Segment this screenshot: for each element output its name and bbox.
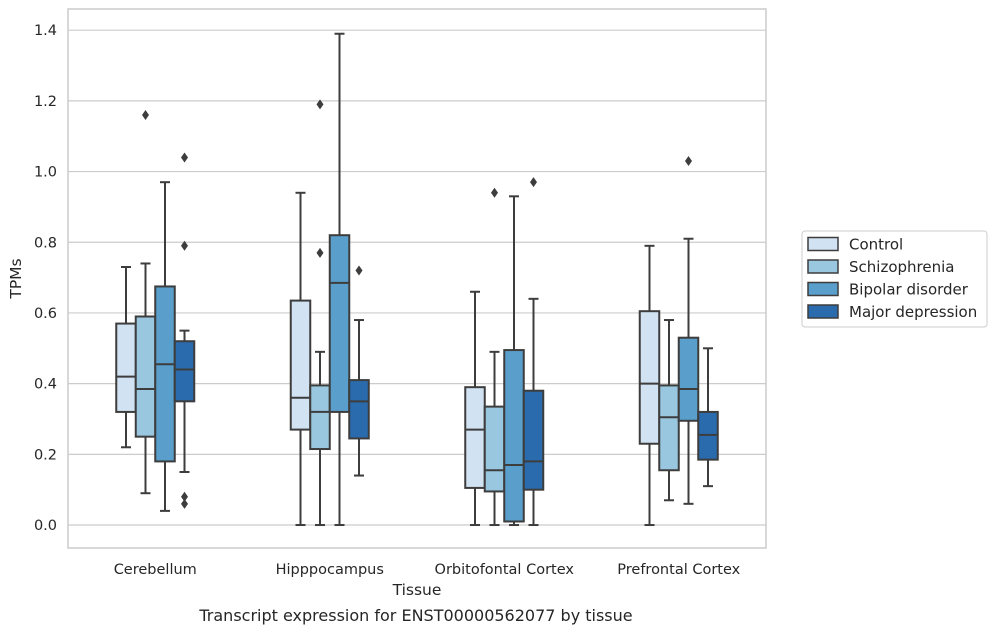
box-iqr xyxy=(309,384,331,451)
outlier-point xyxy=(181,240,188,251)
y-tick-label: 1.0 xyxy=(34,165,57,181)
legend-frame xyxy=(801,230,988,328)
outlier-point xyxy=(685,155,692,166)
outlier-point xyxy=(530,177,537,188)
boxes xyxy=(115,32,719,527)
box-schizophrenia xyxy=(658,319,680,502)
outlier-point xyxy=(355,265,363,276)
box-control xyxy=(464,290,486,527)
box-iqr xyxy=(154,285,176,463)
box-iqr xyxy=(522,389,545,491)
box-major-depression xyxy=(522,177,545,527)
box-iqr xyxy=(464,386,486,489)
outlier-point xyxy=(181,498,188,509)
outlier-point xyxy=(181,491,188,502)
plot-frame xyxy=(67,8,767,549)
y-tick-labels: 0.0 0.2 0.4 0.6 0.8 1.0 1.2 1.4 xyxy=(34,23,57,534)
outlier-point xyxy=(316,247,324,258)
box-major-depression xyxy=(173,152,196,509)
y-tick-label: 0.4 xyxy=(34,377,57,393)
box-iqr xyxy=(134,315,157,438)
box-iqr xyxy=(503,349,525,523)
box-control xyxy=(289,191,312,527)
box-control xyxy=(638,244,661,527)
y-tick-label: 1.2 xyxy=(34,94,57,110)
box-bipolar-disorder xyxy=(677,155,700,505)
x-tick-label: Cerebellum xyxy=(114,562,197,578)
box-iqr xyxy=(638,310,661,445)
legend-label: Bipolar disorder xyxy=(849,281,969,299)
legend-label: Major depression xyxy=(849,303,977,321)
box-iqr xyxy=(348,379,370,440)
box-iqr xyxy=(328,234,351,413)
legend-swatch xyxy=(807,304,839,319)
legend-swatch xyxy=(807,236,839,252)
box-iqr xyxy=(115,322,137,413)
x-tick-labels: Cerebellum Hipppocampus Orbitofontal Corte… xyxy=(114,562,741,578)
x-tick-label: Orbitofontal Cortex xyxy=(435,562,575,578)
box-iqr xyxy=(483,405,506,493)
box-major-depression xyxy=(348,265,370,477)
x-tick-label: Prefrontal Cortex xyxy=(617,562,740,578)
box-schizophrenia xyxy=(483,187,506,527)
legend: Control Schizophrenia Bipolar disorder Majo… xyxy=(801,230,988,328)
outlier-point xyxy=(316,99,324,110)
y-tick-label: 0.6 xyxy=(34,306,57,322)
box-iqr xyxy=(658,384,680,472)
box-iqr xyxy=(173,340,196,403)
box-control xyxy=(115,266,137,449)
y-tick-label: 1.4 xyxy=(34,23,57,39)
legend-label: Control xyxy=(849,236,903,254)
y-tick-label: 0.2 xyxy=(34,447,57,463)
x-tick-label: Hipppocampus xyxy=(276,562,384,578)
y-tick-label: 0.8 xyxy=(34,235,57,251)
y-axis-label: TPMs xyxy=(7,258,25,299)
figure-caption: Transcript expression for ENST0000056207… xyxy=(199,606,633,625)
legend-swatch xyxy=(807,259,839,274)
box-iqr xyxy=(289,299,312,431)
box-schizophrenia xyxy=(134,110,157,495)
x-axis-label: Tissue xyxy=(392,581,442,599)
legend-swatch xyxy=(807,281,839,297)
legend-label: Schizophrenia xyxy=(849,258,954,276)
box-schizophrenia xyxy=(309,99,331,527)
box-bipolar-disorder xyxy=(328,32,351,527)
outlier-point xyxy=(181,152,188,163)
box-bipolar-disorder xyxy=(503,195,525,527)
outlier-point xyxy=(491,187,498,198)
y-tick-label: 0.0 xyxy=(34,518,57,534)
box-iqr xyxy=(677,336,700,422)
box-bipolar-disorder xyxy=(154,181,176,512)
box-major-depression xyxy=(697,347,719,488)
outlier-point xyxy=(142,110,149,121)
